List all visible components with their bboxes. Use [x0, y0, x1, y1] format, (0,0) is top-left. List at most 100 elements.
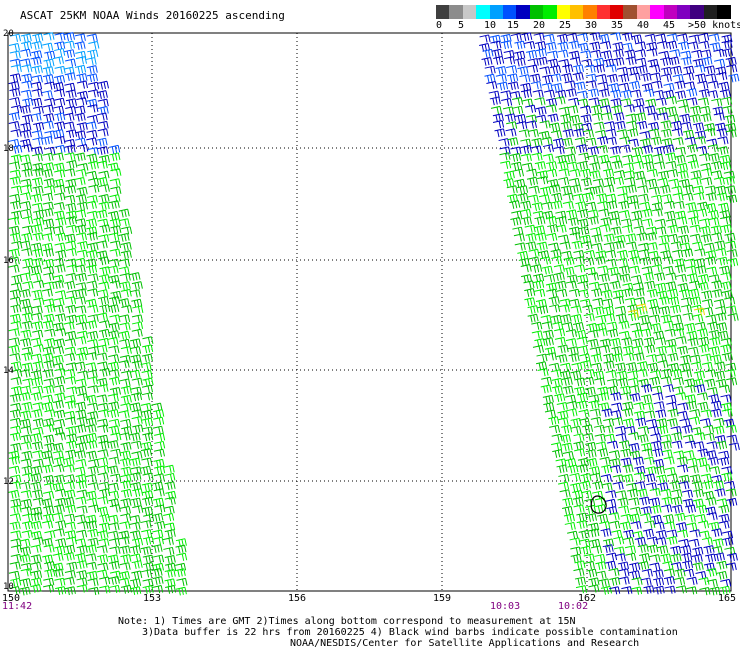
wind-barb: [641, 145, 653, 154]
wind-barb: [671, 128, 683, 137]
lat-label-20: 20: [3, 29, 14, 39]
wind-barb: [706, 578, 718, 588]
wind-barb: [627, 370, 639, 379]
wind-barb: [131, 570, 143, 580]
wind-barb: [562, 64, 574, 74]
wind-barb: [108, 322, 120, 332]
wind-barb: [720, 344, 732, 353]
wind-barb: [119, 273, 131, 282]
wind-barb: [567, 530, 579, 539]
wind-barb: [603, 168, 615, 178]
wind-barb: [605, 64, 617, 73]
wind-barb: [656, 40, 668, 50]
wind-barb: [118, 266, 130, 275]
wind-barb: [52, 274, 65, 284]
wind-barb: [75, 194, 87, 204]
wind-barb: [129, 578, 142, 588]
wind-barb: [129, 289, 141, 298]
wind-barb: [32, 162, 44, 172]
wind-barb: [43, 272, 55, 281]
wind-barb: [647, 544, 659, 554]
wind-barb: [683, 65, 695, 75]
wind-barb: [641, 442, 653, 452]
wind-barb: [525, 49, 538, 59]
wind-barb: [531, 264, 543, 273]
wind-barb: [650, 433, 662, 442]
wind-barb: [682, 560, 694, 570]
wind-barb: [42, 369, 54, 378]
wind-barb: [164, 569, 176, 578]
wind-barb: [658, 296, 670, 306]
wind-barb: [703, 490, 715, 500]
wind-barb: [540, 314, 552, 324]
wind-barb: [622, 464, 634, 474]
wind-barb: [666, 33, 678, 42]
wind-barb: [725, 122, 737, 132]
wind-barb: [53, 528, 65, 537]
wind-barb: [54, 136, 66, 145]
wind-barb: [650, 514, 663, 524]
wind-barb: [30, 520, 42, 530]
wind-barb: [509, 200, 521, 209]
wind-barb: [154, 440, 166, 450]
wind-barb: [653, 330, 665, 340]
wind-barb: [152, 512, 164, 522]
wind-barb: [711, 545, 723, 555]
wind-barb: [19, 154, 31, 163]
wind-barb: [507, 73, 519, 83]
wind-barb: [606, 378, 618, 387]
wind-barb: [576, 520, 588, 529]
wind-barb: [19, 392, 31, 401]
wind-barb: [618, 505, 630, 514]
wind-barb: [96, 394, 108, 403]
wind-barb: [705, 450, 717, 459]
wind-barb: [96, 352, 108, 361]
wind-barb: [141, 409, 153, 419]
wind-barb: [580, 360, 592, 370]
wind-barb: [694, 258, 706, 268]
wind-barb: [109, 144, 121, 154]
wind-barb: [109, 537, 121, 547]
wind-barb: [130, 586, 142, 596]
wind-barb: [120, 418, 132, 428]
wind-barb: [32, 105, 44, 115]
wind-barb: [671, 496, 683, 506]
wind-barb: [10, 154, 22, 164]
wind-barb: [549, 424, 561, 434]
wind-barb: [601, 482, 613, 491]
wind-barb: [142, 562, 155, 571]
wind-barb: [587, 338, 599, 348]
lat-label-12: 12: [3, 477, 14, 487]
wind-barb: [670, 545, 682, 555]
wind-barb: [685, 400, 697, 410]
wind-barb: [540, 384, 552, 394]
wind-barb: [610, 98, 622, 107]
wind-barb: [692, 546, 704, 556]
wind-barb: [120, 488, 132, 498]
wind-barb: [76, 489, 88, 498]
wind-barb: [130, 553, 142, 562]
wind-barb: [22, 281, 34, 290]
wind-barb: [619, 273, 631, 283]
wind-barb: [705, 506, 717, 516]
wind-barb: [19, 554, 31, 563]
wind-barb: [608, 512, 620, 521]
wind-barb: [722, 537, 734, 546]
wind-barb: [176, 577, 188, 587]
wind-barb: [107, 490, 120, 499]
wind-barb: [99, 320, 111, 329]
wind-barb: [31, 193, 43, 203]
wind-barb: [699, 464, 711, 473]
wind-barb: [99, 266, 111, 276]
wind-barb: [720, 394, 732, 403]
wind-barb: [519, 74, 531, 83]
wind-barb: [652, 392, 664, 401]
wind-barb: [678, 481, 690, 490]
wind-barb: [96, 209, 108, 219]
wind-barb: [628, 513, 641, 523]
wind-barb: [555, 154, 567, 164]
wind-barb: [574, 576, 586, 586]
wind-barb: [86, 280, 98, 289]
wind-barb: [624, 170, 636, 179]
wind-barb: [75, 480, 88, 490]
